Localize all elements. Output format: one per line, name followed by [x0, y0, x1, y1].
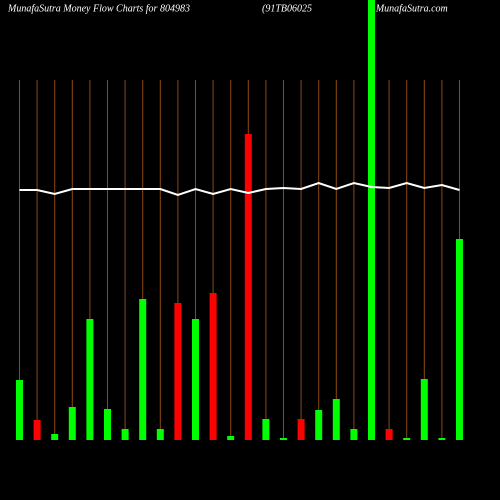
bar — [174, 303, 182, 440]
bar — [139, 299, 147, 440]
bar — [438, 438, 446, 440]
bar — [86, 319, 94, 440]
chart-title: MunafaSutra Money Flow Charts for 804983 — [7, 3, 190, 14]
bar — [244, 134, 252, 440]
bar — [192, 319, 199, 440]
chart-title: (91TB06025 — [262, 3, 312, 14]
chart-title: ) MunafaSutra.com — [369, 3, 448, 14]
bar — [456, 239, 463, 440]
bar — [156, 429, 164, 440]
bar — [385, 429, 393, 440]
bar — [332, 399, 340, 440]
bar — [297, 419, 305, 440]
bar — [33, 420, 41, 440]
bar — [350, 429, 358, 440]
bar — [16, 380, 23, 440]
bar — [280, 438, 287, 440]
bar — [315, 410, 323, 440]
bar — [262, 419, 270, 440]
bar — [209, 293, 217, 440]
bar — [121, 429, 129, 440]
bar — [420, 379, 428, 440]
bar — [51, 434, 59, 440]
money-flow-line — [19, 181, 460, 197]
bar — [68, 407, 76, 440]
bar — [227, 436, 235, 440]
bar — [368, 0, 375, 440]
bar — [403, 438, 411, 440]
bar — [104, 409, 111, 440]
